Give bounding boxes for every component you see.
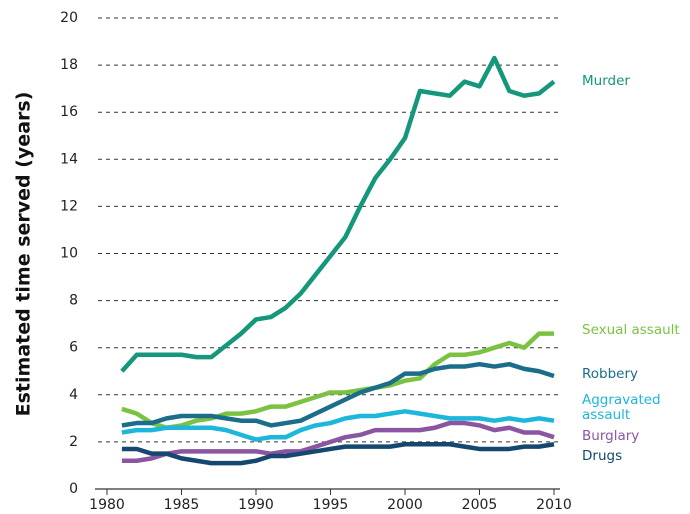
x-tick-label: 2000 (387, 497, 423, 513)
y-tick-label: 8 (69, 293, 78, 309)
y-tick-label: 6 (69, 340, 78, 356)
series-label: Murder (582, 73, 630, 89)
series-line (121, 409, 555, 442)
y-axis-label: Estimated time served (years) (13, 92, 35, 417)
x-tick-label: 1980 (89, 497, 125, 513)
y-tick-label: 20 (60, 10, 78, 26)
x-tick-label: 1985 (164, 497, 200, 513)
x-tick-label: 2005 (462, 497, 498, 513)
y-tick-label: 14 (60, 151, 78, 167)
series-line (120, 55, 556, 373)
x-tick-label: 1990 (238, 497, 274, 513)
y-tick-label: 2 (69, 434, 78, 450)
series-label: Robbery (582, 366, 638, 382)
series-line (121, 420, 555, 463)
x-tick-label: 2010 (536, 497, 572, 513)
y-tick-label: 16 (60, 104, 78, 120)
series-line (121, 442, 555, 466)
y-tick-label: 4 (69, 387, 78, 403)
x-tick-label: 1995 (313, 497, 349, 513)
series-line (121, 361, 555, 428)
series-label: Sexual assault (582, 322, 680, 338)
y-tick-label: 10 (60, 246, 78, 262)
series-label: Aggravated assault (582, 392, 661, 423)
series-label: Burglary (582, 428, 639, 444)
series-label: Drugs (582, 448, 622, 464)
y-tick-label: 12 (60, 198, 78, 214)
y-tick-label: 18 (60, 57, 78, 73)
series-line (121, 331, 554, 431)
y-tick-label: 0 (69, 481, 78, 497)
